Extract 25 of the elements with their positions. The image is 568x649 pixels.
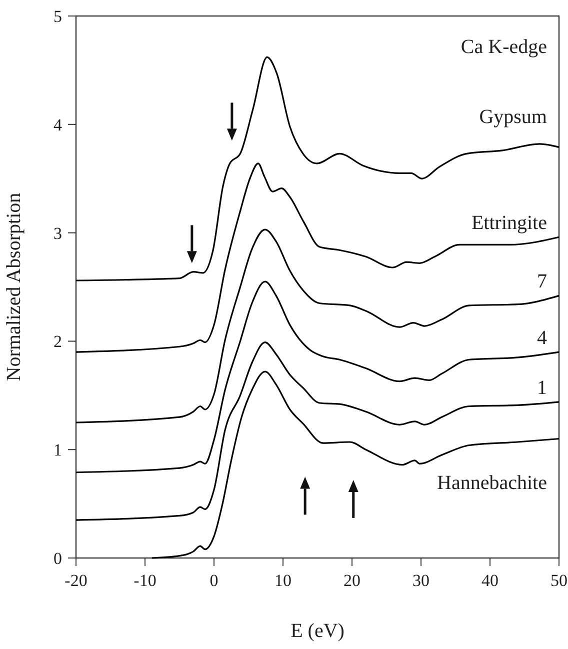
x-tick-label: 10 <box>274 571 292 590</box>
y-tick-label: 2 <box>54 332 62 352</box>
x-tick-label: 40 <box>482 571 498 590</box>
x-tick-label: 30 <box>412 571 430 590</box>
series-label: Gypsum <box>479 106 548 128</box>
y-tick-label: 3 <box>54 224 62 243</box>
x-tick-label: 20 <box>344 571 360 590</box>
series-label: Hannebachite <box>437 472 548 494</box>
y-tick-label: 4 <box>54 115 62 134</box>
line-series <box>75 162 560 353</box>
series-label: Ettringite <box>471 212 548 234</box>
series-label: 1 <box>537 376 547 399</box>
y-tick-label: 5 <box>54 7 62 26</box>
series-label: 7 <box>537 270 547 293</box>
x-tick-label: 0 <box>210 571 218 590</box>
x-axis-title: E (eV) <box>290 620 344 642</box>
y-tick-label: 0 <box>54 549 62 568</box>
x-tick-label: -20 <box>64 571 88 590</box>
annotation: Ca K-edge <box>460 36 548 58</box>
series-label: 4 <box>537 327 547 350</box>
x-tick-label: -10 <box>134 571 156 590</box>
line-series <box>151 370 560 559</box>
y-tick-label: 1 <box>54 440 62 460</box>
x-tick-label: 50 <box>550 571 568 590</box>
y-axis-title: Normalized Absorption <box>3 192 25 382</box>
